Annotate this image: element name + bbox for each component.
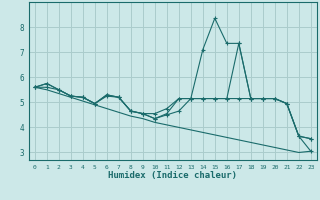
X-axis label: Humidex (Indice chaleur): Humidex (Indice chaleur): [108, 171, 237, 180]
